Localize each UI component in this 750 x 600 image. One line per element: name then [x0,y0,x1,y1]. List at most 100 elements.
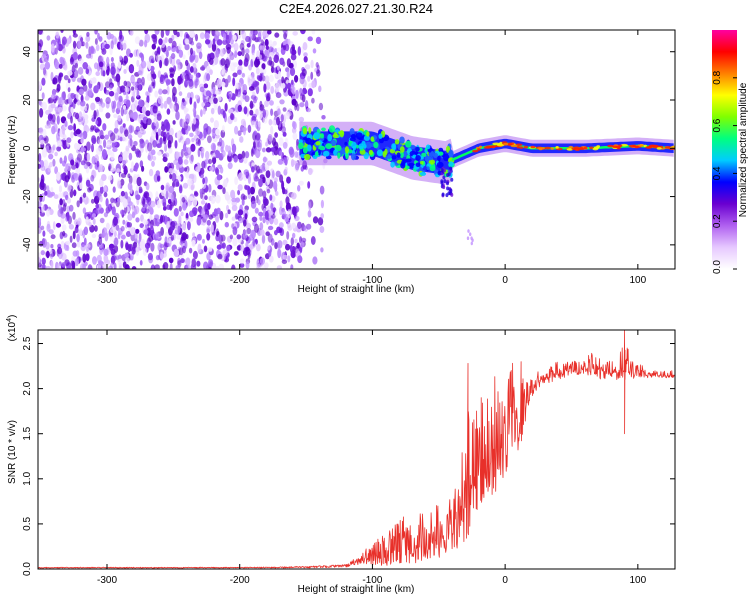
spectrogram-cell [126,265,131,269]
spectrogram-cell [136,59,140,67]
spectrogram-cell [41,203,45,214]
spectrogram-cell [297,221,302,229]
spectrogram-cell [321,115,326,120]
spectrogram-cell [72,230,76,240]
spectrogram-track-peak [544,146,552,150]
spectrogram-cell [161,189,166,197]
spectrogram-cell [127,213,133,221]
spectrogram-cell [168,237,172,244]
spectrogram-cell [282,141,288,149]
spectrogram-cell [74,142,79,150]
spectrogram-cell [95,126,99,132]
spectrogram-cell [73,189,77,197]
spectrogram-cell [44,61,51,70]
spectrogram-cell [199,86,205,93]
spectrogram-cell [282,30,288,34]
spectrogram-cell [122,219,126,225]
spectrogram-cell [311,97,315,104]
spectrogram-cell [168,257,174,264]
spectrogram-cell [189,74,194,80]
spectrogram-cell [123,80,128,87]
spectrogram-cell [95,203,99,209]
snr-x-tick-label: 100 [629,575,646,586]
spectrogram-cell [192,250,198,260]
snr-series-line [38,330,675,569]
spectrogram-cell [135,150,140,158]
spectrogram-cell [210,194,216,204]
spectrogram-cell [93,62,99,70]
spectrogram-cell [67,87,71,93]
colorbar: 0.0 0.2 0.4 0.6 0.8 Normalized spectral ampl… [712,30,749,274]
spectrogram-cell [277,248,282,259]
spectrogram-cell [243,106,248,115]
spectrogram-cell [169,168,175,174]
spectrogram-cell [203,83,209,89]
spectrogram-cell [207,135,212,144]
spectrogram-cell [159,59,163,69]
spectrogram-cell [243,169,249,176]
spectrogram-cell [95,120,99,125]
spectrogram-cell [290,53,297,61]
spectrogram-cell [307,88,313,97]
spectrogram-track-cell [438,147,444,153]
spectrogram-cell [265,45,269,51]
spectrogram-cell [122,42,127,50]
spectrogram-cell [183,121,188,131]
spectrogram-track-peak [492,142,501,146]
spectrogram-cell [181,98,185,103]
spectrogram-cell [262,196,268,206]
spectrogram-cell [114,120,119,129]
spectrogram-cell [220,146,224,153]
spectrogram-track-cell [330,139,337,147]
spectrogram-cell [222,110,226,119]
spectrogram-cell [76,153,83,163]
spectrogram-cell [97,32,100,40]
spectrogram-cell [76,200,80,208]
spectrogram-track-cell [323,150,330,157]
spectrogram-cell [110,40,114,50]
spectrogram-cell [80,116,86,126]
spectrogram-cell [204,214,209,220]
spectrogram-track-cell [350,134,356,139]
spectrogram-track-cell [363,135,370,141]
spectrogram-cell [101,261,107,269]
spectrogram-cell [171,103,176,113]
spectrogram-cell [237,172,244,181]
spectrogram-cell [233,62,238,68]
spectrogram-track-peak [503,142,509,146]
spectrogram-cell [81,78,87,86]
spectrogram-track-cell [321,127,326,132]
spectrogram-cell [131,102,135,112]
spectrogram-cell [102,70,106,77]
colorbar-tick-label: 0.0 [712,260,723,274]
snr-y-ticks: 0.0 0.5 1.0 1.5 2.0 2.5 [22,336,675,576]
spectrogram-cell [72,51,78,61]
spectrogram-cell [38,30,43,35]
spectrogram-cell [54,166,58,175]
spectrogram-cell [285,196,290,205]
spectrogram-track-cell [449,188,453,193]
spectrogram-cell [270,108,274,116]
spectrogram-cell [258,178,263,188]
spectrogram-cell [257,199,261,206]
spectrogram-cell [151,160,155,167]
spectrogram-cell [219,210,224,221]
spectrogram-cell [262,30,267,38]
spectrogram-cell [102,227,108,237]
spectrogram-cell [170,234,175,241]
spectrogram-cell [41,148,48,158]
spectrogram-cell [264,100,269,108]
spectrogram-cell [215,30,219,36]
spectrogram-cell [110,197,115,204]
spectrogram-cell [319,185,325,195]
spectrogram-cell [249,30,254,40]
spectrogram-cell [52,158,56,167]
spectrogram-cell [275,191,279,196]
spectrogram-cell [213,120,219,129]
spectrogram-cell [241,31,247,40]
spectrogram-track-peak [579,146,584,150]
spectrogram-cell [124,252,129,258]
spectrogram-cell [231,216,236,221]
spectrogram-cell [225,144,229,152]
